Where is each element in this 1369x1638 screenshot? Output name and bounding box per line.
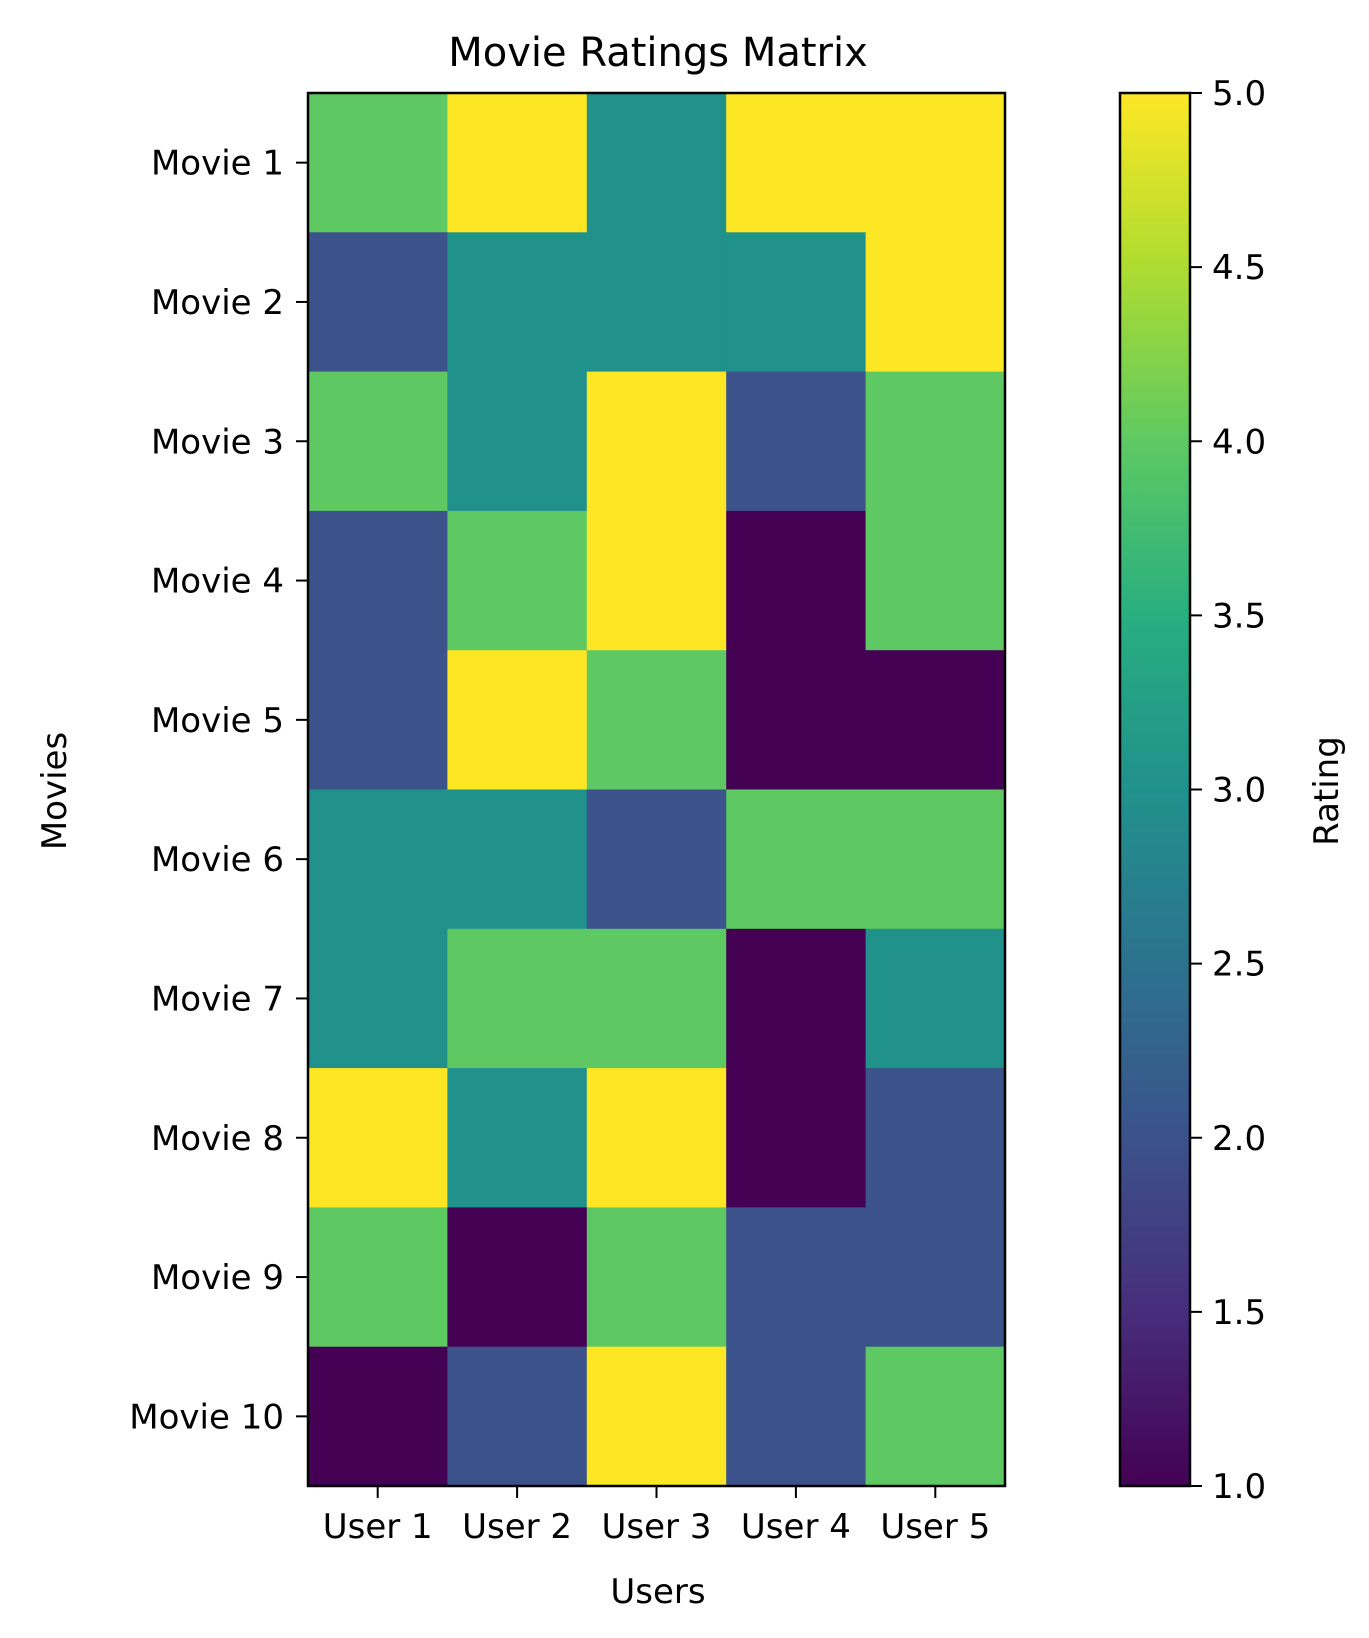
heatmap-cell (447, 1068, 588, 1208)
colorbar-tick-label: 4.5 (1212, 248, 1266, 288)
heatmap-cell (865, 650, 1006, 791)
y-tick-label: Movie 2 (151, 283, 284, 323)
heatmap-cell (586, 1346, 727, 1487)
heatmap-cell (447, 1346, 588, 1487)
heatmap-cell (308, 650, 448, 791)
heatmap-cell (308, 1207, 448, 1348)
heatmap-cell (308, 789, 448, 930)
heatmap-cell (447, 93, 588, 233)
heatmap-cell (586, 232, 727, 373)
x-axis-label: Users (610, 1572, 705, 1612)
heatmap-cell (865, 93, 1006, 233)
colorbar-tick-label: 1.5 (1212, 1293, 1266, 1333)
y-tick-label: Movie 1 (151, 144, 284, 184)
heatmap-cell (447, 1207, 588, 1348)
colorbar (1118, 91, 1192, 1488)
heatmap-cell (726, 650, 867, 791)
y-tick-label: Movie 9 (151, 1258, 284, 1298)
heatmap-cell (308, 232, 448, 373)
heatmap-cell (726, 371, 867, 512)
x-tick-label: User 1 (323, 1507, 433, 1547)
heatmap-cell (447, 510, 588, 651)
y-tick-label: Movie 3 (151, 422, 284, 462)
heatmap-cell (726, 1346, 867, 1487)
colorbar-tick-label: 5.0 (1212, 74, 1266, 114)
heatmap-cell (726, 1207, 867, 1348)
heatmap-cell (865, 928, 1006, 1069)
y-tick-label: Movie 10 (129, 1397, 284, 1437)
heatmap-cell (308, 93, 448, 233)
x-tick-label: User 4 (741, 1507, 851, 1547)
heatmap-cell (447, 232, 588, 373)
heatmap-cell (308, 371, 448, 512)
colorbar-tick-label: 3.0 (1212, 771, 1266, 811)
heatmap-cell (586, 1207, 727, 1348)
heatmap-cell (865, 510, 1006, 651)
y-tick-label: Movie 4 (151, 562, 284, 602)
heatmap-cell (586, 371, 727, 512)
colorbar-tick-label: 2.0 (1212, 1119, 1266, 1159)
y-tick-label: Movie 8 (151, 1119, 284, 1159)
colorbar-tick-label: 4.0 (1212, 422, 1266, 462)
heatmap-cell (726, 93, 867, 233)
y-tick-label: Movie 5 (151, 701, 284, 741)
heatmap-cell (586, 650, 727, 791)
heatmap-cell (308, 928, 448, 1069)
heatmap-cell (586, 1068, 727, 1208)
heatmap-cell (447, 789, 588, 930)
heatmap-cell (586, 510, 727, 651)
x-axis-ticks: User 1 User 2 User 3 User 4 User 5 (323, 1486, 990, 1547)
heatmap-cells (308, 93, 1006, 1487)
colorbar-tick-label: 2.5 (1212, 945, 1266, 985)
colorbar-ticks: 1.0 1.5 2.0 2.5 3.0 3.5 4.0 4.5 5.0 (1190, 74, 1266, 1507)
heatmap-cell (726, 1068, 867, 1208)
y-axis-ticks: Movie 1 Movie 2 Movie 3 Movie 4 Movie 5 Movie… (129, 144, 308, 1437)
colorbar-tick-label: 3.5 (1212, 596, 1266, 636)
heatmap-cell (865, 1207, 1006, 1348)
heatmap-cell (726, 928, 867, 1069)
y-tick-label: Movie 6 (151, 840, 284, 880)
heatmap-cell (865, 1346, 1006, 1487)
y-axis-label: Movies (35, 732, 75, 850)
heatmap-cell (726, 232, 867, 373)
heatmap-cell (586, 789, 727, 930)
colorbar-tick-label: 1.0 (1212, 1467, 1266, 1507)
heatmap-cell (865, 1068, 1006, 1208)
heatmap-cell (865, 232, 1006, 373)
heatmap-cell (865, 371, 1006, 512)
heatmap-cell (308, 510, 448, 651)
heatmap-cell (726, 510, 867, 651)
chart-title: Movie Ratings Matrix (448, 30, 868, 76)
heatmap-cell (865, 789, 1006, 930)
x-tick-label: User 5 (880, 1507, 990, 1547)
heatmap-cell (308, 1068, 448, 1208)
heatmap-cell (308, 1346, 448, 1487)
x-tick-label: User 2 (462, 1507, 572, 1547)
colorbar-label: Rating (1307, 736, 1347, 846)
heatmap-cell (447, 928, 588, 1069)
heatmap-cell (586, 93, 727, 233)
y-tick-label: Movie 7 (151, 979, 284, 1019)
heatmap-cell (586, 928, 727, 1069)
heatmap-cell (726, 789, 867, 930)
heatmap-cell (447, 371, 588, 512)
heatmap-cell (447, 650, 588, 791)
x-tick-label: User 3 (602, 1507, 712, 1547)
